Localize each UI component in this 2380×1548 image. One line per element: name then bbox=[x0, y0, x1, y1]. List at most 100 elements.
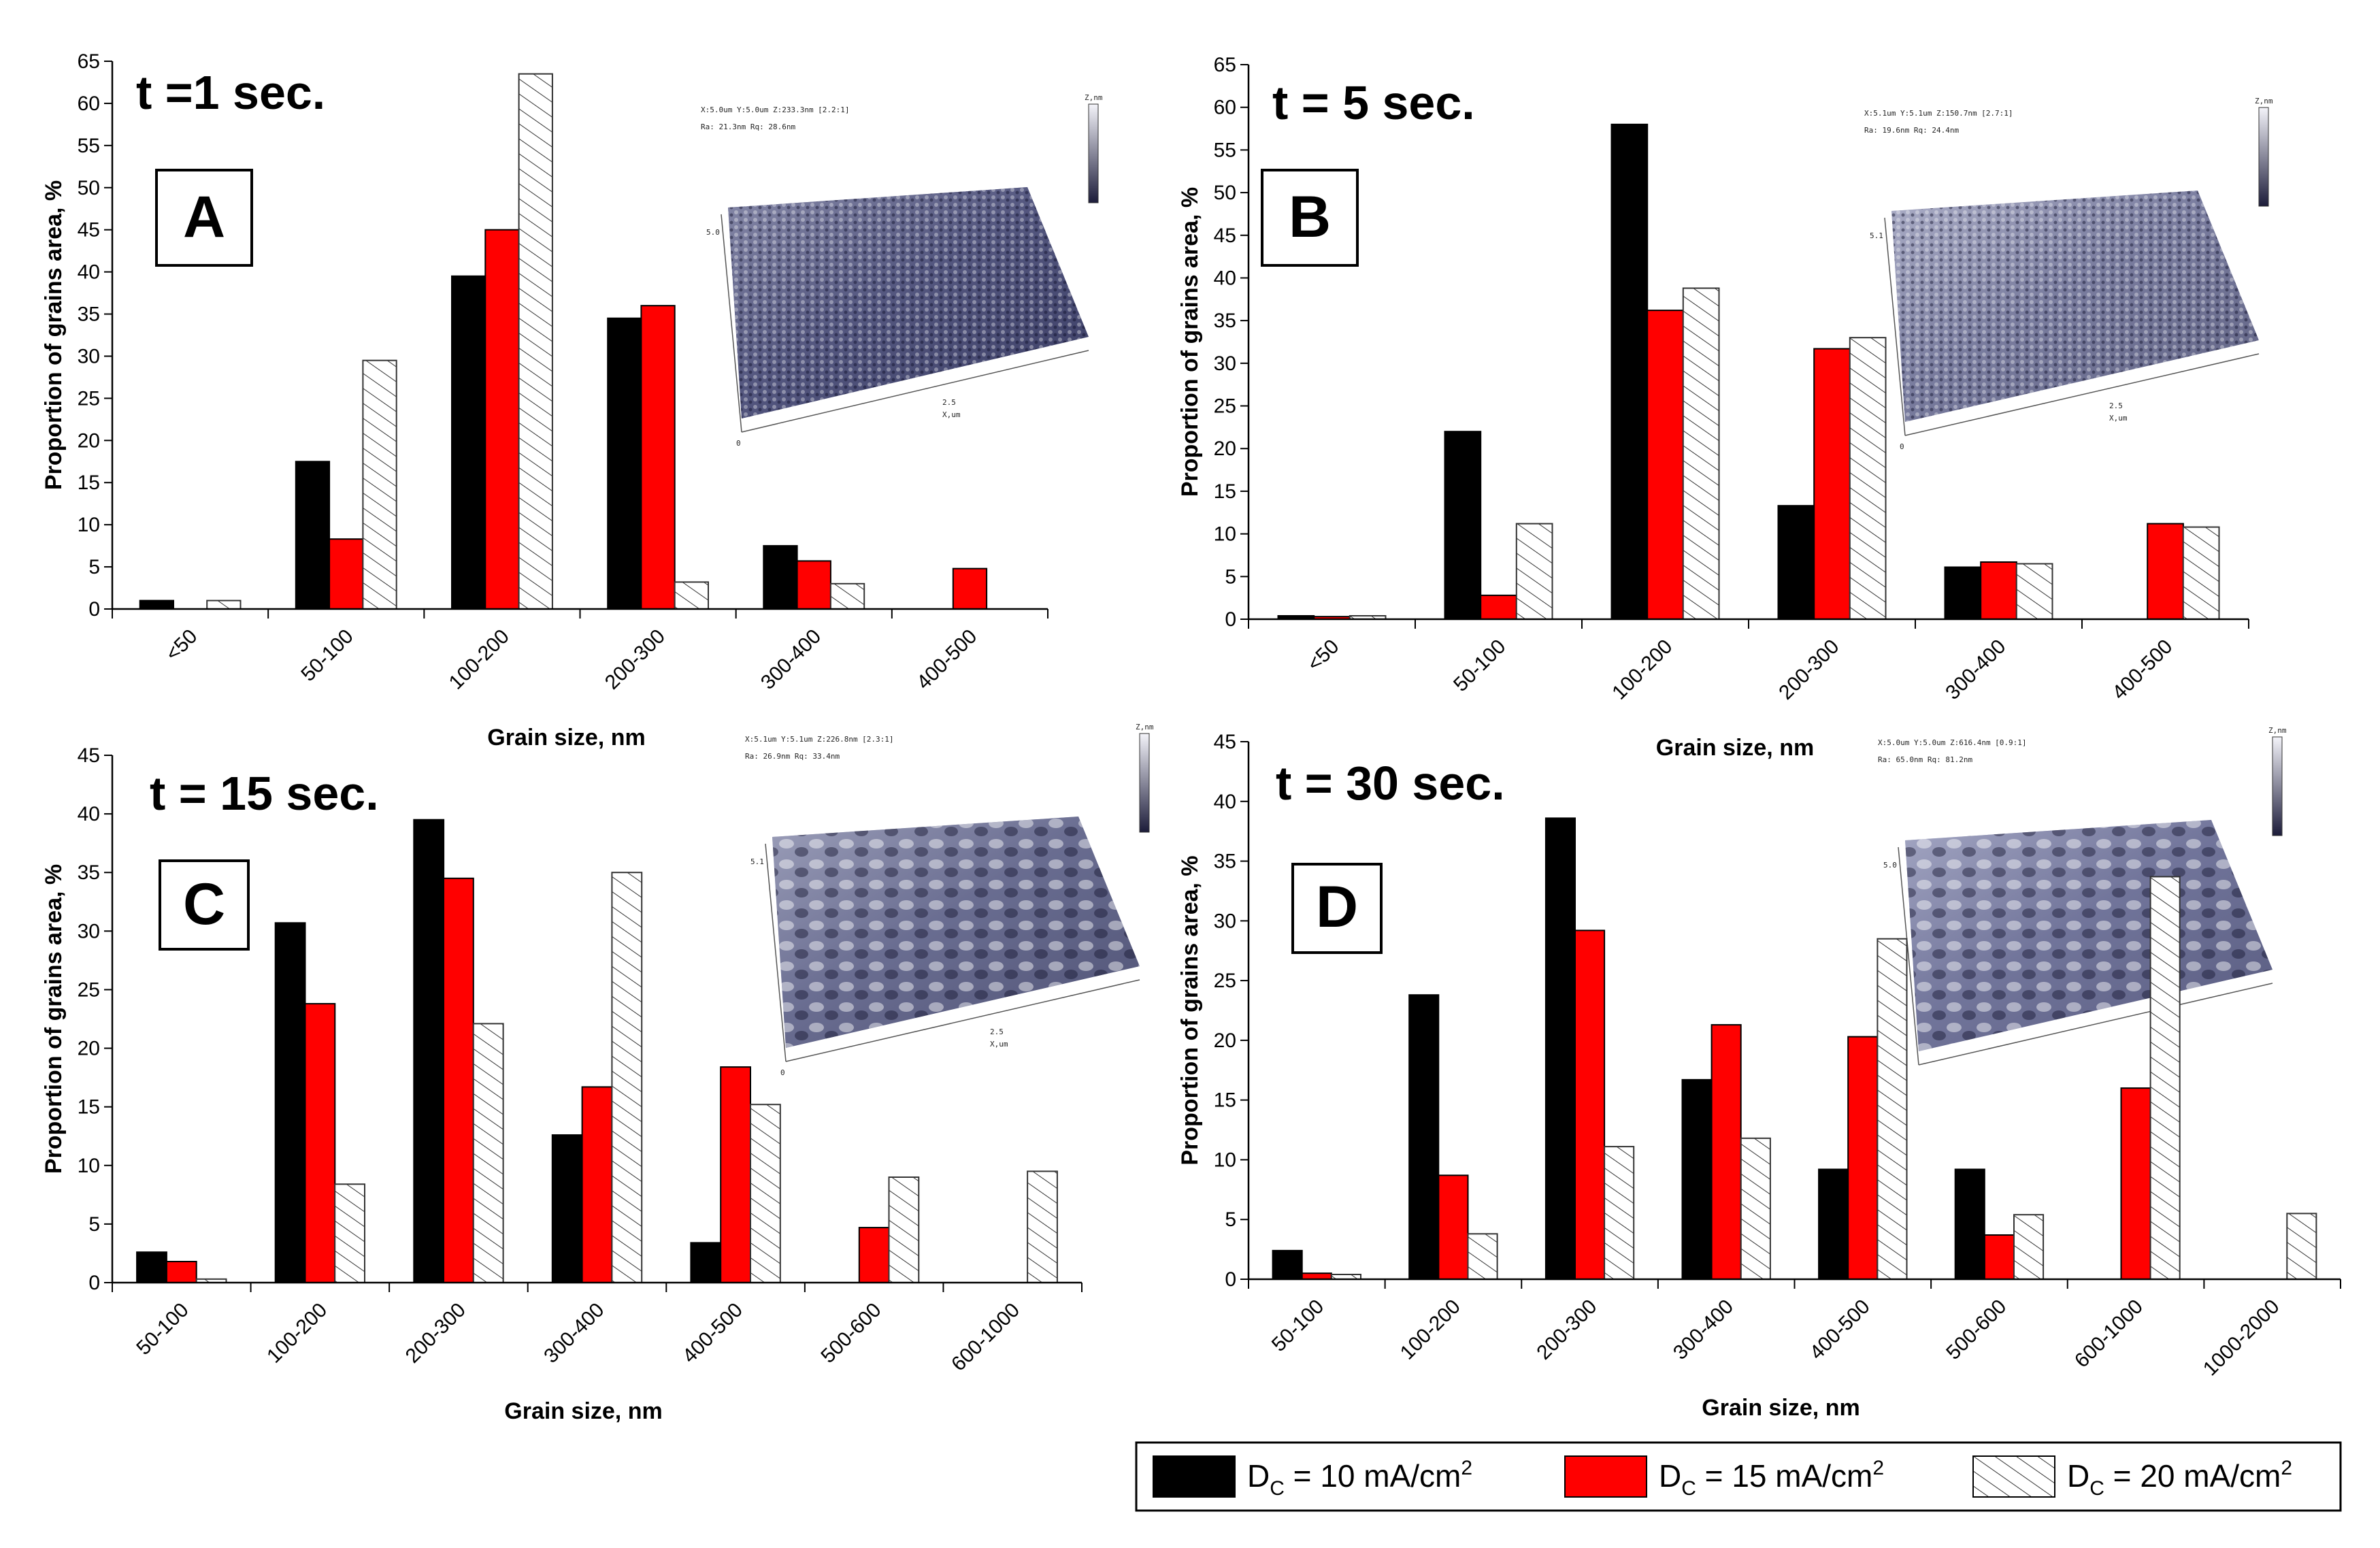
y-tick-label: 40 bbox=[78, 261, 100, 284]
legend-swatch-dc20 bbox=[1972, 1455, 2055, 1498]
y-tick-label: 10 bbox=[78, 514, 100, 536]
afm-axis-label: 5.0 bbox=[706, 228, 720, 237]
bar-c-dc10-0 bbox=[136, 1251, 167, 1283]
afm-inset: X:5.0um Y:5.0um Z:616.4nm [0.9:1] Ra: 65.… bbox=[1878, 726, 2287, 1066]
y-tick-label: 5 bbox=[1225, 1208, 1236, 1231]
bar-b-dc15-1 bbox=[1480, 594, 1517, 621]
afm-axis bbox=[1918, 983, 2273, 1066]
x-tick-label: 200-300 bbox=[1532, 1296, 1601, 1364]
legend-frame bbox=[1135, 1441, 2342, 1512]
x-tick-label: 1000-2000 bbox=[2199, 1296, 2284, 1381]
bar-d-dc10-1 bbox=[1408, 994, 1440, 1280]
bar-a-dc20-3 bbox=[674, 581, 710, 610]
y-tick-label: 30 bbox=[1214, 910, 1236, 932]
x-tick-label: <50 bbox=[161, 625, 201, 665]
afm-surface-texture bbox=[728, 187, 1089, 418]
afm-header-line2: Ra: 19.6nm Rq: 24.4nm bbox=[1864, 126, 1959, 135]
bar-d-dc10-2 bbox=[1544, 817, 1576, 1280]
panel-time-label: t = 15 sec. bbox=[150, 767, 379, 820]
bar-c-dc20-3 bbox=[611, 872, 643, 1283]
bar-d-dc15-6 bbox=[2120, 1087, 2151, 1280]
afm-color-scale bbox=[1139, 733, 1150, 833]
afm-axis bbox=[721, 214, 742, 433]
afm-surface-texture bbox=[1905, 820, 2272, 1051]
x-tick-label: 300-400 bbox=[757, 625, 825, 694]
afm-axis-unit: X,um bbox=[942, 410, 961, 419]
y-tick-label: 20 bbox=[1214, 438, 1236, 460]
legend: DC = 10 mA/cm2 DC = 15 mA/cm2 DC = 20 mA… bbox=[1135, 1441, 2342, 1512]
bar-b-dc20-5 bbox=[2182, 526, 2220, 620]
bar-b-dc10-4 bbox=[1944, 566, 1982, 620]
afm-axis-label: 5.1 bbox=[750, 857, 764, 866]
bar-c-dc20-1 bbox=[334, 1183, 366, 1284]
y-tick-label: 0 bbox=[88, 598, 100, 621]
afm-axis bbox=[1904, 353, 2260, 436]
afm-axis-zero: 0 bbox=[1900, 442, 1904, 451]
afm-inset: X:5.1um Y:5.1um Z:226.8nm [2.3:1] Ra: 26.… bbox=[745, 723, 1154, 1077]
afm-axis bbox=[785, 979, 1140, 1062]
y-tick-label: 55 bbox=[78, 135, 100, 157]
y-tick-label: 30 bbox=[78, 920, 100, 942]
y-axis-title: Proportion of grains area, % bbox=[41, 180, 67, 490]
bar-c-dc20-4 bbox=[750, 1104, 781, 1283]
panel-letter-box bbox=[1261, 169, 1359, 267]
x-tick-label: 600-1000 bbox=[947, 1299, 1024, 1376]
panel-letter-box bbox=[1291, 863, 1383, 954]
panel-letter: A bbox=[183, 184, 225, 250]
bar-a-dc10-1 bbox=[295, 461, 331, 610]
bar-c-dc20-2 bbox=[472, 1023, 504, 1284]
panel-letter: B bbox=[1289, 184, 1331, 250]
bar-c-dc15-5 bbox=[858, 1227, 890, 1283]
y-tick-label: 20 bbox=[78, 1038, 100, 1060]
y-tick-label: 10 bbox=[1214, 1149, 1236, 1171]
bar-a-dc20-2 bbox=[518, 73, 553, 610]
y-tick-label: 25 bbox=[1214, 395, 1236, 418]
afm-header-line1: X:5.0um Y:5.0um Z:233.3nm [2.2:1] bbox=[701, 105, 850, 114]
bar-d-dc10-0 bbox=[1272, 1249, 1303, 1281]
afm-inset: X:5.1um Y:5.1um Z:150.7nm [2.7:1] Ra: 19.… bbox=[1864, 97, 2273, 451]
y-tick-label: 15 bbox=[78, 472, 100, 494]
y-tick-label: 35 bbox=[78, 861, 100, 884]
x-tick-label: <50 bbox=[1303, 636, 1343, 676]
bar-a-dc20-1 bbox=[362, 359, 397, 610]
x-tick-label: 200-300 bbox=[401, 1299, 470, 1368]
y-tick-label: 5 bbox=[88, 556, 100, 578]
x-tick-label: 50-100 bbox=[1449, 636, 1510, 696]
x-tick-label: 500-600 bbox=[1942, 1296, 2011, 1364]
bar-d-dc10-3 bbox=[1681, 1078, 1713, 1281]
bar-d-dc20-1 bbox=[1467, 1233, 1498, 1281]
x-tick-label: 50-100 bbox=[297, 625, 357, 686]
chart-panel-b: X:5.1um Y:5.1um Z:150.7nm [2.7:1] Ra: 19.… bbox=[1177, 54, 2273, 761]
bar-c-dc10-3 bbox=[551, 1134, 583, 1283]
bar-c-dc15-4 bbox=[720, 1066, 751, 1283]
panel-letter: C bbox=[183, 872, 225, 937]
afm-header-line2: Ra: 65.0nm Rq: 81.2nm bbox=[1878, 755, 1972, 764]
x-axis-title: Grain size, nm bbox=[1656, 735, 1814, 761]
x-tick-label: 100-200 bbox=[445, 625, 514, 694]
afm-axis bbox=[1884, 217, 1906, 436]
y-tick-label: 15 bbox=[1214, 1089, 1236, 1112]
x-tick-label: 400-500 bbox=[912, 625, 981, 694]
bar-c-dc15-2 bbox=[443, 877, 474, 1284]
x-axis-title: Grain size, nm bbox=[1702, 1395, 1860, 1421]
afm-axis-unit: X,um bbox=[990, 1040, 1008, 1049]
bar-a-dc20-0 bbox=[206, 599, 242, 610]
afm-header-line1: X:5.1um Y:5.1um Z:150.7nm [2.7:1] bbox=[1864, 109, 2013, 118]
x-tick-label: 200-300 bbox=[1774, 636, 1843, 704]
bar-b-dc20-2 bbox=[1682, 287, 1720, 620]
panel-letter: D bbox=[1316, 874, 1358, 940]
bar-d-dc15-5 bbox=[1983, 1234, 2015, 1280]
afm-header-line1: X:5.1um Y:5.1um Z:226.8nm [2.3:1] bbox=[745, 735, 894, 744]
bar-b-dc15-4 bbox=[1980, 561, 2017, 620]
afm-axis bbox=[1898, 846, 1919, 1066]
afm-scale-title: Z,nm bbox=[2268, 726, 2287, 735]
afm-header-line2: Ra: 26.9nm Rq: 33.4nm bbox=[745, 752, 840, 761]
bar-a-dc10-0 bbox=[139, 599, 174, 610]
y-tick-label: 25 bbox=[78, 978, 100, 1001]
afm-axis-label: 2.5 bbox=[990, 1027, 1004, 1036]
x-tick-label: 600-1000 bbox=[2070, 1296, 2147, 1372]
bar-b-dc20-3 bbox=[1849, 337, 1887, 620]
y-tick-label: 35 bbox=[78, 303, 100, 326]
chart-panel-c: X:5.1um Y:5.1um Z:226.8nm [2.3:1] Ra: 26.… bbox=[41, 723, 1154, 1424]
chart-panel-a: X:5.0um Y:5.0um Z:233.3nm [2.2:1] Ra: 21.… bbox=[41, 50, 1103, 751]
